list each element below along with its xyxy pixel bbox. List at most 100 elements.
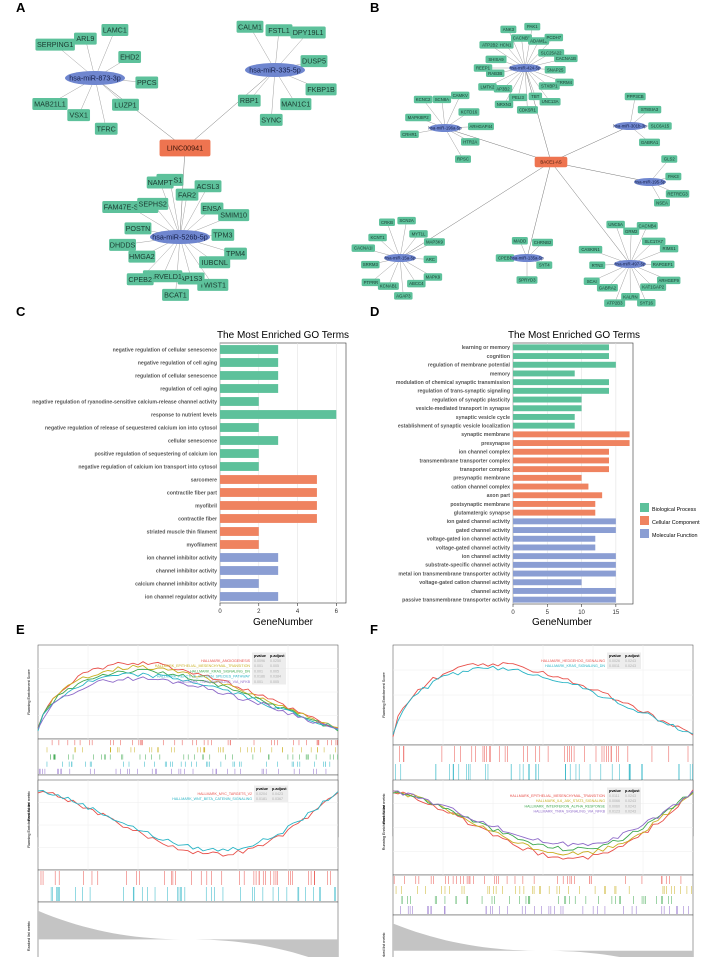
network-panel-a: SERPING1ARL9LAMC1EHD2PPCSLUZP1TFRCVSX1MA… (32, 20, 337, 301)
gsea-panels: HALLMARK_ANGIOGENESIS0.00960.0250HALLMAR… (27, 644, 694, 957)
go-term-label: cation channel complex (451, 484, 510, 490)
target-gene-node (197, 278, 229, 291)
gsea-ylabel2: Ranked list metric (382, 932, 386, 957)
gsea-series-label: HALLMARK_KRAS_SIGNALING_DN (190, 669, 250, 673)
go-bar (220, 371, 279, 380)
go-bar (513, 596, 616, 603)
go-bar (513, 500, 596, 507)
go-term-label: postsynaptic membrane (450, 502, 510, 508)
gsea-series-label: HALLMARK_EPITHELIAL_MESENCHYMAL_TRANSITI… (510, 794, 606, 798)
target-gene-label: SCN8A (435, 97, 449, 102)
panel-letter-b: B (370, 0, 379, 15)
target-gene-node (300, 55, 328, 68)
target-gene-label: NRXN3 (497, 102, 512, 107)
go-bar (220, 449, 259, 458)
target-gene-node (423, 273, 443, 281)
go-term-label: modulation of chemical synaptic transmis… (396, 380, 510, 386)
gsea-plot: HALLMARK_EPITHELIAL_MESENCHYMAL_TRANSITI… (382, 779, 694, 957)
target-gene-label: LUZP1 (114, 100, 136, 109)
mirna-label: hsa-miR-335-5p (249, 66, 301, 75)
target-gene-label: FAM47E-STBD1 (104, 203, 157, 212)
target-gene-node (423, 255, 438, 264)
go-bar (513, 570, 616, 577)
target-gene-node (665, 172, 682, 181)
go-chart-d-title: The Most Enriched GO Terms (508, 330, 640, 341)
mirna-node (384, 254, 416, 262)
target-gene-node (137, 197, 169, 210)
gsea-stat-table (607, 787, 641, 815)
go-bar (513, 353, 609, 360)
network-edge (524, 67, 536, 97)
network-edge (524, 40, 539, 69)
x-tick-label: 2 (257, 609, 261, 615)
target-gene-label: CHRNB2 (534, 240, 552, 245)
mirna-label: hsa-miR-15a-5p (385, 256, 416, 261)
x-tick-label: 4 (296, 609, 300, 615)
target-gene-label: SRRM4 (557, 80, 573, 85)
legend-swatch-bp (640, 503, 649, 512)
go-bar (513, 553, 616, 560)
legend-swatch-mf (640, 529, 649, 538)
go-term-label: regulation of cellular senescence (135, 373, 217, 379)
go-term-label: glutamatergic synapse (454, 510, 510, 516)
go-term-label: presynapse (481, 441, 510, 447)
target-gene-node (265, 24, 293, 37)
network-edge (503, 67, 526, 105)
target-gene-node (236, 20, 264, 33)
target-gene-node (32, 98, 68, 110)
target-gene-label: KAT1GAP2 (642, 285, 665, 290)
target-gene-node (94, 122, 118, 135)
target-gene-node (109, 238, 136, 251)
target-gene-node (528, 92, 543, 101)
target-gene-label: HMGA2 (129, 252, 155, 261)
target-gene-node (493, 85, 513, 93)
target-gene-label: SRRM3 (363, 262, 379, 267)
target-gene-label: CRHR1 (402, 132, 417, 137)
target-gene-node (500, 25, 517, 34)
go-bar (513, 474, 582, 481)
gsea-pvalue-header: pvalue (256, 787, 268, 791)
network-edge (399, 257, 417, 284)
target-gene-label: CACNB1 (513, 36, 531, 41)
network-edge (607, 263, 631, 288)
go-bar (220, 540, 259, 549)
go-term-label: ion channel complex (459, 450, 510, 456)
target-gene-node (407, 279, 426, 288)
target-gene-label: SNAP25 (547, 67, 564, 72)
target-gene-node (659, 244, 679, 253)
target-gene-label: KCNC2 (416, 97, 431, 102)
target-gene-label: AP1S3 (180, 274, 202, 283)
target-gene-label: PELI3 (512, 95, 524, 100)
gsea-ylabel2: Ranked list metric (27, 921, 31, 951)
mirna-node (65, 71, 125, 85)
go-bar (220, 410, 337, 419)
go-bar (513, 561, 616, 568)
target-gene-label: GLS2 (664, 157, 676, 162)
target-gene-node (495, 254, 515, 262)
target-gene-label: FKBP1B (307, 85, 335, 94)
ranked-metric-area (393, 923, 693, 957)
target-gene-node (555, 78, 574, 87)
network-edge (159, 182, 181, 238)
go-term-label: striated muscle thin filament (147, 529, 218, 535)
network-edge (399, 161, 552, 259)
gsea-series-label: HALLMARK_EPITHELIAL_MESENCHYMAL_TRANSITI… (155, 664, 251, 668)
target-gene-label: SHISA9 (488, 57, 504, 62)
panel-letter-d: D (370, 304, 379, 319)
target-gene-label: ST8SIA3 (641, 107, 659, 112)
target-gene-label: KCNT1 (371, 235, 386, 240)
mirna-node (634, 178, 666, 186)
go-term-label: channel inhibitor activity (156, 568, 217, 574)
target-gene-node (218, 209, 250, 222)
network-edge (441, 99, 446, 129)
gsea-series-label: HALLMARK_IL6_JAK_STAT3_SIGNALING (536, 799, 605, 803)
target-gene-node (397, 216, 416, 225)
target-gene-node (654, 199, 670, 207)
target-gene-label: TFRC (97, 124, 116, 133)
target-gene-label: TWIST1 (200, 280, 226, 289)
network-edge (524, 67, 552, 163)
target-gene-node (494, 100, 514, 109)
target-gene-node (623, 227, 640, 236)
target-gene-node (478, 83, 497, 91)
go-chart-c-frame (219, 342, 347, 604)
